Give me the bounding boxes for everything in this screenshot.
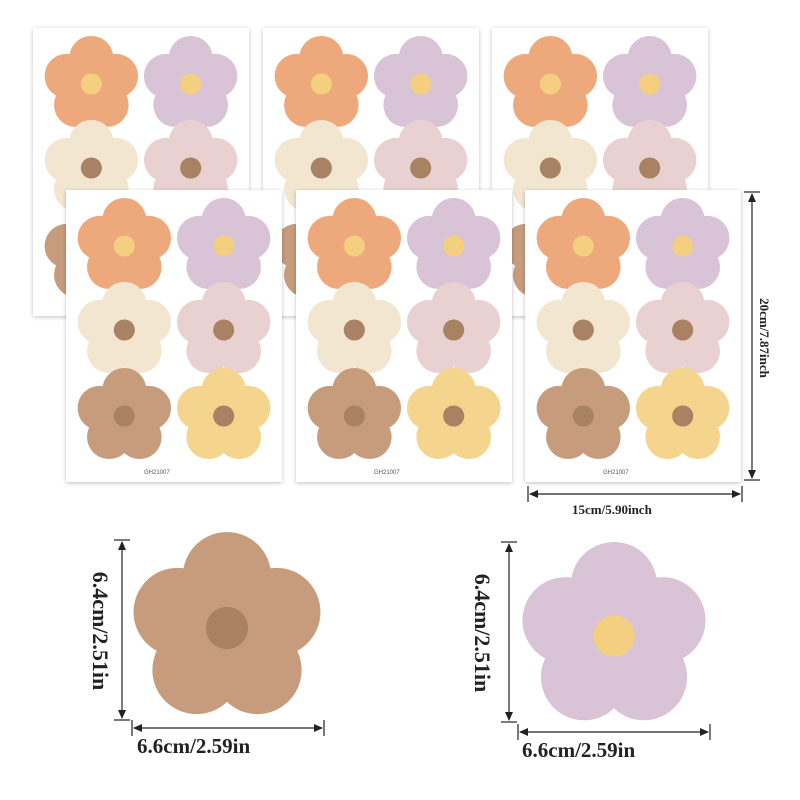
flower-sticker-icon — [143, 120, 238, 212]
flower-sticker-icon — [307, 368, 402, 460]
tan-flower-height-label: 6.4cm/2.51in — [88, 571, 113, 691]
tan-flower-width-label: 6.6cm/2.59in — [137, 734, 251, 758]
flower-grid — [536, 198, 730, 460]
tan-flower-sticker — [133, 532, 321, 715]
flower-sticker-icon — [373, 36, 468, 128]
purple-flower-width-label: 6.6cm/2.59in — [522, 738, 636, 762]
flower-sticker-icon — [44, 120, 139, 212]
height-arrow-icon — [744, 191, 760, 481]
flower-sticker-icon — [635, 368, 730, 460]
purple-height-arrow-icon — [501, 541, 517, 723]
flower-sticker-icon — [77, 368, 172, 460]
flower-sticker-icon — [176, 198, 271, 290]
flower-sticker-icon — [307, 282, 402, 374]
flower-sticker-icon — [77, 198, 172, 290]
sheet-code: GH21007 — [603, 470, 629, 476]
tan-height-arrow-icon — [114, 539, 130, 721]
sheet-code: GH21007 — [144, 470, 170, 476]
purple-flower-sticker — [522, 542, 706, 721]
flower-sticker-icon — [635, 198, 730, 290]
sheet-code: GH21007 — [374, 470, 400, 476]
flower-sticker-icon — [635, 282, 730, 374]
flower-sticker-icon — [44, 36, 139, 128]
purple-width-arrow-icon — [517, 724, 711, 740]
flower-sticker-icon — [406, 282, 501, 374]
sticker-sheet-front-2: GH21007 — [296, 190, 512, 482]
flower-sticker-icon — [274, 36, 369, 128]
purple-flower-height-label: 6.4cm/2.51in — [470, 573, 495, 693]
flower-sticker-icon — [536, 198, 631, 290]
width-arrow-icon — [527, 486, 743, 502]
flower-sticker-icon — [307, 198, 402, 290]
flower-sticker-icon — [176, 368, 271, 460]
sheet-width-label: 15cm/5.90inch — [572, 502, 652, 517]
sticker-sheet-front-1: GH21007 — [66, 190, 282, 482]
sticker-sheet-back-1 — [33, 28, 249, 316]
flower-sticker-icon — [143, 36, 238, 128]
flower-sticker-icon — [536, 282, 631, 374]
flower-sticker-icon — [522, 542, 706, 721]
flower-sticker-icon — [176, 282, 271, 374]
flower-sticker-icon — [602, 36, 697, 128]
flower-grid — [77, 198, 271, 460]
flower-sticker-icon — [503, 36, 598, 128]
sticker-sheet-front-3: GH21007 — [525, 190, 741, 482]
tan-width-arrow-icon — [131, 720, 325, 736]
sheet-height-label: 20cm/7.87inch — [757, 298, 772, 378]
flower-sticker-icon — [406, 198, 501, 290]
flower-sticker-icon — [133, 532, 321, 715]
flower-sticker-icon — [503, 120, 598, 212]
flower-grid — [307, 198, 501, 460]
flower-sticker-icon — [77, 282, 172, 374]
flower-sticker-icon — [406, 368, 501, 460]
flower-sticker-icon — [536, 368, 631, 460]
